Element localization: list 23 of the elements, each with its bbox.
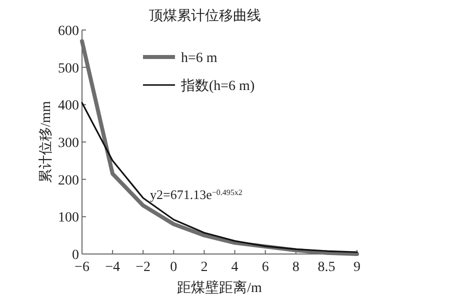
x-axis-title: 距煤壁距离/m bbox=[177, 280, 262, 296]
y-axis-title: 累计位移/mm bbox=[38, 101, 54, 183]
x-tick-label: 8 bbox=[292, 260, 300, 275]
annotation: y2=671.13e$^{−0.495x2}$ bbox=[150, 187, 242, 202]
y-tick-label: 600 bbox=[58, 24, 79, 39]
x-tick-label: 4 bbox=[231, 260, 238, 275]
y-tick-label: 200 bbox=[58, 173, 79, 188]
chart-title: 顶煤累计位移曲线 bbox=[149, 8, 261, 24]
legend-label: h=6 m bbox=[181, 51, 218, 66]
x-tick-label: −6 bbox=[74, 260, 90, 275]
x-tick-label: 6 bbox=[262, 260, 269, 275]
legend-label: 指数(h=6 m) bbox=[180, 78, 255, 94]
y-tick-label: 100 bbox=[58, 210, 79, 226]
y-tick-label: 500 bbox=[58, 61, 79, 76]
x-tick-label: −2 bbox=[136, 260, 151, 275]
x-tick-label: 0 bbox=[170, 260, 178, 275]
x-tick-label: 8.5 bbox=[318, 260, 336, 275]
y-tick-label: 0 bbox=[72, 248, 79, 263]
y-tick-label: 400 bbox=[58, 98, 79, 114]
y-tick-label: 300 bbox=[58, 136, 79, 151]
x-tick-label: 9 bbox=[354, 260, 360, 275]
x-tick-label: 2 bbox=[200, 260, 208, 275]
x-tick-label: −4 bbox=[105, 260, 120, 275]
